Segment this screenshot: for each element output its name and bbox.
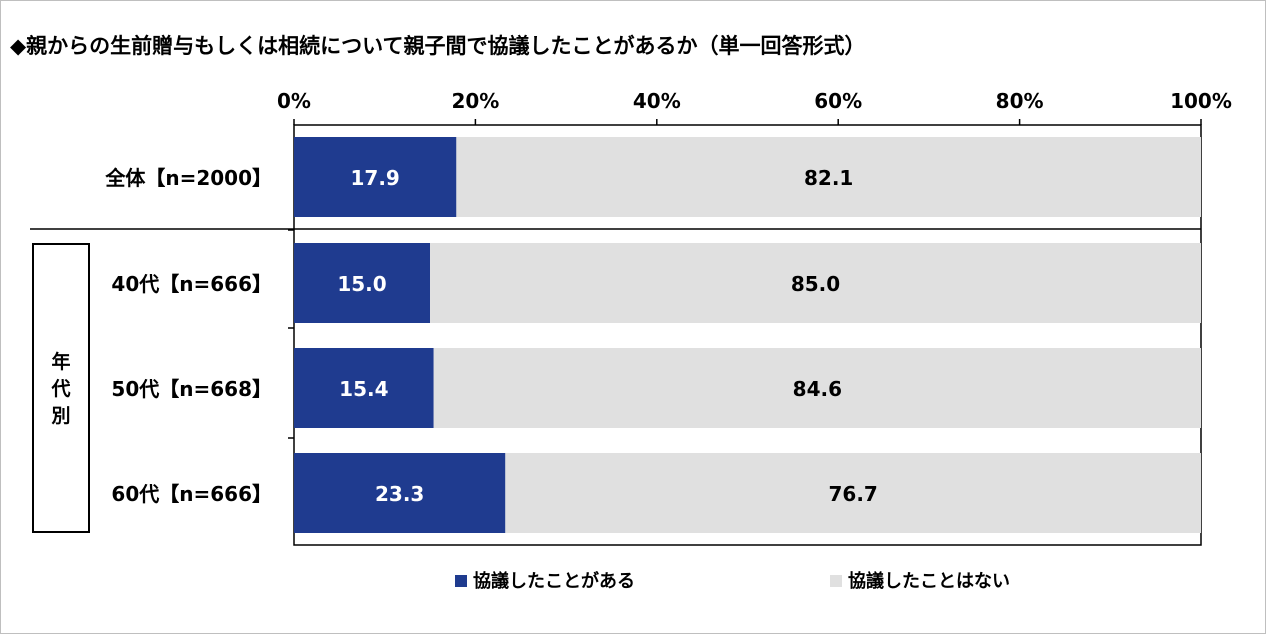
data-label-series-2: 76.7 bbox=[828, 482, 877, 506]
age-group-bracket: 年 代 別 bbox=[32, 243, 90, 533]
data-label-series-2: 84.6 bbox=[793, 377, 842, 401]
category-label: 40代【n=666】 bbox=[111, 272, 272, 296]
x-tick-label: 40% bbox=[633, 89, 681, 113]
category-label: 全体【n=2000】 bbox=[104, 166, 272, 190]
category-label: 50代【n=668】 bbox=[111, 377, 272, 401]
bar-segment-series-2 bbox=[430, 243, 1201, 323]
x-tick-label: 0% bbox=[277, 89, 311, 113]
age-group-label-char: 代 bbox=[51, 378, 71, 400]
x-tick-label: 100% bbox=[1170, 89, 1232, 113]
data-label-series-1: 17.9 bbox=[350, 166, 399, 190]
age-group-label: 年 代 別 bbox=[34, 349, 88, 430]
bar-segment-series-1 bbox=[294, 348, 434, 428]
data-label-series-2: 82.1 bbox=[804, 166, 853, 190]
data-label-series-2: 85.0 bbox=[791, 272, 840, 296]
category-label: 60代【n=666】 bbox=[111, 482, 272, 506]
data-label-series-1: 15.0 bbox=[337, 272, 386, 296]
legend-swatch-series-1 bbox=[455, 575, 467, 587]
bar-segment-series-1 bbox=[294, 453, 506, 533]
bar-segment-series-2 bbox=[456, 137, 1201, 217]
bar-segment-series-1 bbox=[294, 243, 431, 323]
x-tick-label: 80% bbox=[996, 89, 1044, 113]
age-group-label-char: 別 bbox=[51, 405, 71, 427]
chart-title: ◆親からの生前贈与もしくは相続について親子間で協議したことがあるか（単一回答形式… bbox=[10, 34, 866, 58]
legend-item-series-1: 協議したことがある bbox=[455, 567, 635, 593]
legend-item-series-2: 協議したことはない bbox=[830, 567, 1010, 593]
plot-frame bbox=[293, 124, 1202, 546]
data-label-series-1: 23.3 bbox=[375, 482, 424, 506]
x-tick-label: 60% bbox=[814, 89, 862, 113]
legend-label-series-1: 協議したことがある bbox=[473, 571, 635, 592]
legend-swatch-series-2 bbox=[830, 575, 842, 587]
legend-label-series-2: 協議したことはない bbox=[848, 571, 1010, 592]
bar-segment-series-2 bbox=[433, 348, 1202, 428]
data-label-series-1: 15.4 bbox=[339, 377, 388, 401]
x-tick-label: 20% bbox=[451, 89, 499, 113]
bar-segment-series-2 bbox=[505, 453, 1201, 533]
age-group-label-char: 年 bbox=[51, 351, 71, 373]
bar-segment-series-1 bbox=[294, 137, 457, 217]
